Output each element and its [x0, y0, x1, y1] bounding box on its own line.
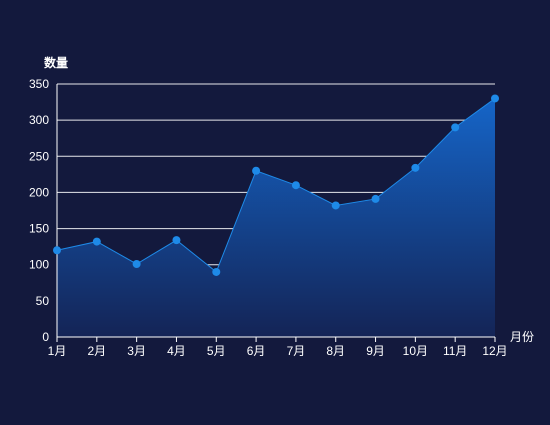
data-point	[252, 166, 261, 175]
data-point	[331, 201, 340, 210]
y-tick-label: 300	[29, 113, 49, 127]
data-point	[212, 267, 221, 276]
data-point	[172, 236, 181, 245]
area-fill	[57, 98, 495, 337]
data-point	[291, 181, 300, 190]
data-points	[53, 94, 499, 276]
x-tick-label: 10月	[403, 344, 428, 358]
data-point	[451, 123, 460, 132]
data-point	[132, 259, 141, 268]
x-tick-label: 6月	[247, 344, 266, 358]
x-tick-label: 11月	[443, 344, 467, 358]
x-tick-label: 5月	[207, 344, 226, 358]
area-fill-layer	[57, 98, 495, 337]
x-tick-label: 1月	[48, 344, 67, 358]
x-tick-label: 2月	[87, 344, 106, 358]
y-tick-label: 150	[29, 222, 49, 236]
y-tick-label: 0	[42, 330, 49, 344]
axis-labels: 数量 月份 0 50 100 150 200 250 300 350 1月 2月 3月 4月 5月 6月 7…	[29, 55, 534, 358]
x-tick-label: 8月	[326, 344, 345, 358]
x-axis-title: 月份	[510, 330, 534, 344]
y-tick-label: 200	[29, 185, 49, 199]
x-tick-label: 12月	[482, 344, 507, 358]
x-tick-label: 9月	[366, 344, 385, 358]
data-point	[92, 237, 101, 246]
data-point	[411, 163, 420, 172]
x-tick-label: 3月	[127, 344, 146, 358]
y-tick-label: 100	[29, 258, 49, 272]
data-point	[53, 246, 61, 255]
x-tick-label: 7月	[287, 344, 306, 358]
y-tick-label: 350	[29, 77, 49, 91]
y-tick-label: 50	[36, 294, 50, 308]
data-point	[491, 94, 499, 103]
series-line	[56, 98, 496, 273]
y-tick-label: 250	[29, 149, 49, 163]
x-tick-label: 4月	[167, 344, 186, 358]
y-axis-title: 数量	[44, 55, 68, 70]
series-line-layer	[56, 98, 496, 273]
data-point	[371, 194, 380, 203]
axes	[56, 84, 496, 342]
